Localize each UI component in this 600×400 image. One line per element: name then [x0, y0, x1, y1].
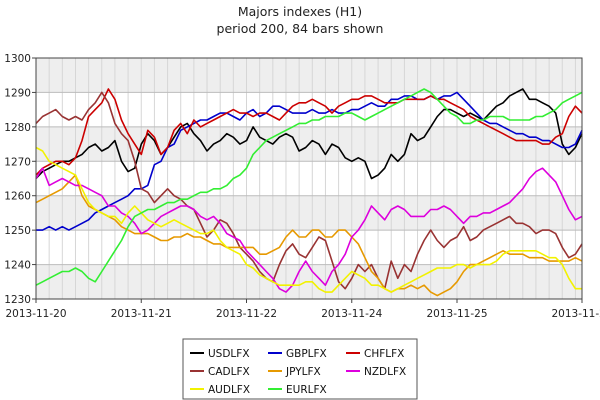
x-tick-label: 2013-11-22 — [216, 308, 277, 320]
plot-frame — [35, 57, 583, 300]
y-tick-label: 1260 — [4, 191, 31, 203]
plot-bands — [36, 58, 582, 299]
series-line-gbplfx — [36, 91, 583, 231]
x-tick-label: 2013-11-25 — [426, 308, 487, 320]
series-line-eurlfx — [35, 88, 583, 286]
legend-label: GBPLFX — [286, 348, 327, 360]
series-line-usdlfx — [35, 88, 583, 180]
y-tick-label: 1280 — [4, 122, 31, 134]
y-tick-label: 1240 — [4, 260, 31, 272]
y-tick-label: 1300 — [4, 53, 31, 65]
series-lines — [35, 88, 583, 297]
x-tick-label: 2013-11-26 — [551, 308, 600, 320]
chart-title: Majors indexes (H1) — [238, 4, 362, 19]
chart-subtitle: period 200, 84 bars shown — [217, 21, 384, 36]
legend: USDLFX GBPLFX CHFLFX CADLFX JPYLFX NZDLFX AUDL… — [182, 338, 418, 400]
y-tick-label: 1230 — [4, 294, 31, 306]
series-line-chflfx — [35, 88, 583, 176]
x-tick-label: 2013-11-24 — [321, 308, 382, 320]
legend-label: CHFLFX — [364, 348, 404, 360]
legend-label: AUDLFX — [208, 384, 250, 396]
legend-label: EURLFX — [286, 384, 327, 396]
legend-label: JPYLFX — [285, 366, 321, 378]
legend-label: CADLFX — [208, 366, 250, 378]
y-tick-label: 1270 — [4, 156, 31, 168]
plot-band — [36, 58, 582, 93]
plot-background — [36, 58, 582, 299]
x-axis-ticks: 2013-11-20 2013-11-21 2013-11-22 2013-11-24… — [5, 299, 600, 320]
legend-label: NZDLFX — [364, 366, 406, 378]
legend-label: USDLFX — [208, 348, 250, 360]
y-tick-label: 1250 — [4, 225, 31, 237]
y-tick-label: 1290 — [4, 87, 31, 99]
series-line-audlfx — [35, 146, 582, 293]
x-tick-label: 2013-11-20 — [5, 308, 66, 320]
y-axis-ticks: 1230 1240 1250 1260 1270 1280 1290 1300 — [4, 53, 36, 306]
x-tick-label: 2013-11-21 — [111, 308, 172, 320]
series-line-cadlfx — [35, 91, 583, 290]
legend-box — [182, 338, 418, 400]
